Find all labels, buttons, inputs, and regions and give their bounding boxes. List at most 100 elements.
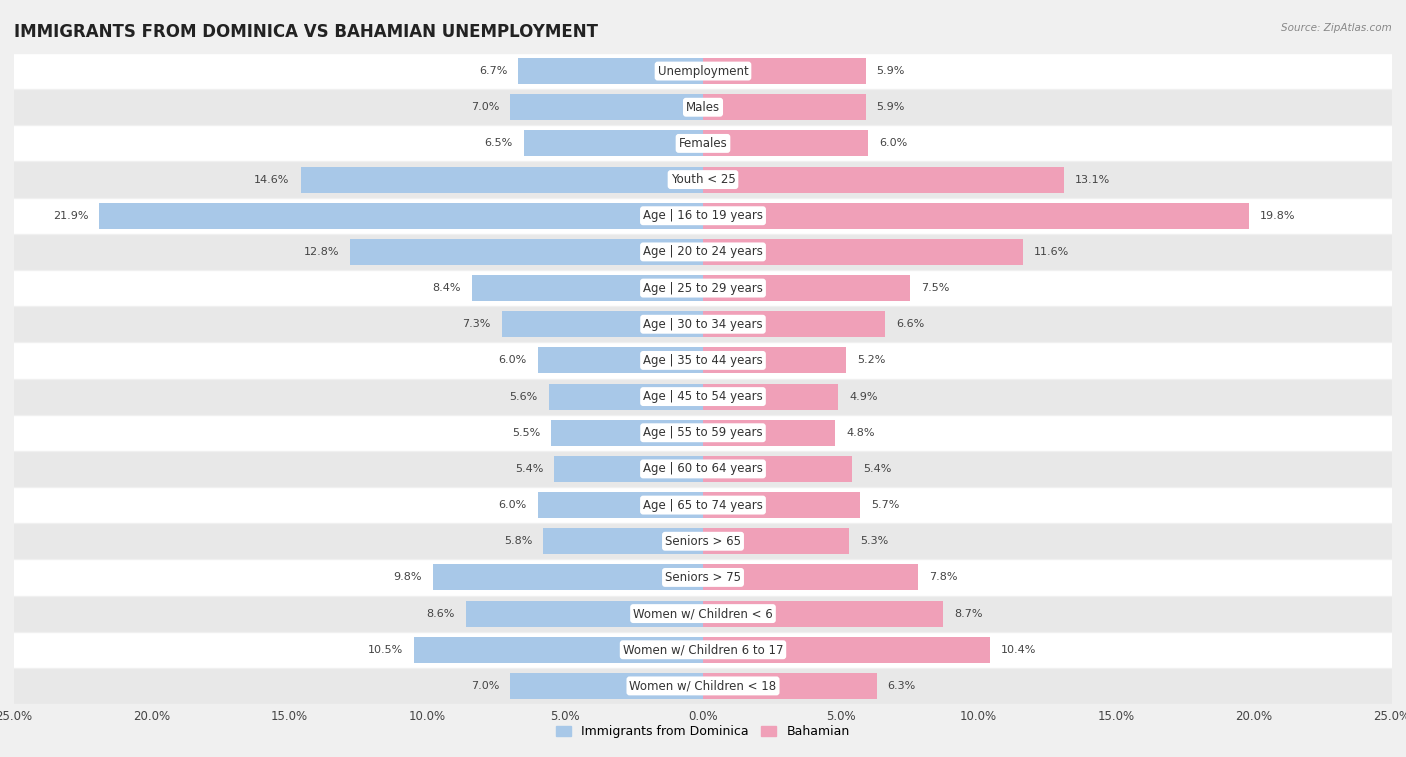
Text: Age | 20 to 24 years: Age | 20 to 24 years <box>643 245 763 258</box>
Bar <box>703 203 1249 229</box>
Text: 7.0%: 7.0% <box>471 102 499 112</box>
Text: 7.8%: 7.8% <box>929 572 957 582</box>
Bar <box>502 311 703 338</box>
Text: 6.7%: 6.7% <box>479 66 508 76</box>
Text: 10.5%: 10.5% <box>367 645 402 655</box>
Bar <box>14 451 1392 487</box>
Bar <box>551 419 703 446</box>
Text: Unemployment: Unemployment <box>658 64 748 77</box>
Text: Females: Females <box>679 137 727 150</box>
Text: 7.3%: 7.3% <box>463 319 491 329</box>
Bar <box>703 347 846 373</box>
Bar <box>703 384 838 410</box>
Text: 12.8%: 12.8% <box>304 247 339 257</box>
Bar <box>14 234 1392 270</box>
Text: 8.6%: 8.6% <box>426 609 456 618</box>
Bar <box>703 637 990 663</box>
Bar <box>510 673 703 699</box>
Text: Age | 25 to 29 years: Age | 25 to 29 years <box>643 282 763 294</box>
Text: 19.8%: 19.8% <box>1260 210 1295 221</box>
Bar <box>537 347 703 373</box>
Text: 6.0%: 6.0% <box>498 500 527 510</box>
Text: Age | 60 to 64 years: Age | 60 to 64 years <box>643 463 763 475</box>
Text: 5.6%: 5.6% <box>509 391 537 401</box>
Bar <box>14 523 1392 559</box>
Text: Age | 55 to 59 years: Age | 55 to 59 years <box>643 426 763 439</box>
Text: Women w/ Children < 6: Women w/ Children < 6 <box>633 607 773 620</box>
Bar <box>14 126 1392 161</box>
Bar <box>465 600 703 627</box>
Text: Age | 16 to 19 years: Age | 16 to 19 years <box>643 209 763 223</box>
Bar <box>14 487 1392 523</box>
Text: 5.9%: 5.9% <box>876 66 905 76</box>
Text: 7.0%: 7.0% <box>471 681 499 691</box>
Text: 7.5%: 7.5% <box>921 283 949 293</box>
Text: 13.1%: 13.1% <box>1076 175 1111 185</box>
Text: 5.3%: 5.3% <box>860 536 889 547</box>
Text: 21.9%: 21.9% <box>53 210 89 221</box>
Text: 5.5%: 5.5% <box>512 428 540 438</box>
Bar <box>703 456 852 482</box>
Text: 6.0%: 6.0% <box>879 139 908 148</box>
Bar <box>554 456 703 482</box>
Bar <box>14 198 1392 234</box>
Text: 4.8%: 4.8% <box>846 428 875 438</box>
Text: 6.5%: 6.5% <box>485 139 513 148</box>
Bar <box>14 668 1392 704</box>
Bar <box>703 94 866 120</box>
Bar <box>14 559 1392 596</box>
Text: 6.0%: 6.0% <box>498 356 527 366</box>
Bar <box>548 384 703 410</box>
Bar <box>14 53 1392 89</box>
Bar <box>14 270 1392 306</box>
Bar <box>703 419 835 446</box>
Text: 5.2%: 5.2% <box>858 356 886 366</box>
Bar <box>14 631 1392 668</box>
Text: Youth < 25: Youth < 25 <box>671 173 735 186</box>
Text: Age | 30 to 34 years: Age | 30 to 34 years <box>643 318 763 331</box>
Bar <box>350 239 703 265</box>
Bar <box>703 58 866 84</box>
Text: Seniors > 65: Seniors > 65 <box>665 534 741 548</box>
Text: 6.3%: 6.3% <box>887 681 915 691</box>
Bar <box>301 167 703 192</box>
Bar <box>413 637 703 663</box>
Text: 5.7%: 5.7% <box>872 500 900 510</box>
Text: 9.8%: 9.8% <box>394 572 422 582</box>
Text: IMMIGRANTS FROM DOMINICA VS BAHAMIAN UNEMPLOYMENT: IMMIGRANTS FROM DOMINICA VS BAHAMIAN UNE… <box>14 23 598 41</box>
Bar <box>519 58 703 84</box>
Bar <box>14 306 1392 342</box>
Bar <box>14 415 1392 451</box>
Bar <box>703 565 918 590</box>
Bar <box>471 275 703 301</box>
Text: 5.8%: 5.8% <box>503 536 531 547</box>
Bar <box>703 275 910 301</box>
Bar <box>703 167 1064 192</box>
Bar <box>433 565 703 590</box>
Text: 5.9%: 5.9% <box>876 102 905 112</box>
Text: 6.6%: 6.6% <box>896 319 924 329</box>
Text: Males: Males <box>686 101 720 114</box>
Text: Seniors > 75: Seniors > 75 <box>665 571 741 584</box>
Text: Source: ZipAtlas.com: Source: ZipAtlas.com <box>1281 23 1392 33</box>
Legend: Immigrants from Dominica, Bahamian: Immigrants from Dominica, Bahamian <box>551 721 855 743</box>
Text: 4.9%: 4.9% <box>849 391 877 401</box>
Text: Women w/ Children < 18: Women w/ Children < 18 <box>630 680 776 693</box>
Text: Women w/ Children 6 to 17: Women w/ Children 6 to 17 <box>623 643 783 656</box>
Bar <box>14 161 1392 198</box>
Bar <box>510 94 703 120</box>
Bar <box>100 203 703 229</box>
Bar <box>14 342 1392 378</box>
Text: 5.4%: 5.4% <box>863 464 891 474</box>
Text: 8.4%: 8.4% <box>432 283 461 293</box>
Bar <box>14 378 1392 415</box>
Text: 11.6%: 11.6% <box>1033 247 1069 257</box>
Bar <box>14 89 1392 126</box>
Text: 10.4%: 10.4% <box>1001 645 1036 655</box>
Bar <box>543 528 703 554</box>
Bar <box>14 596 1392 631</box>
Bar <box>524 130 703 157</box>
Bar <box>703 130 869 157</box>
Bar <box>703 673 876 699</box>
Text: 14.6%: 14.6% <box>254 175 290 185</box>
